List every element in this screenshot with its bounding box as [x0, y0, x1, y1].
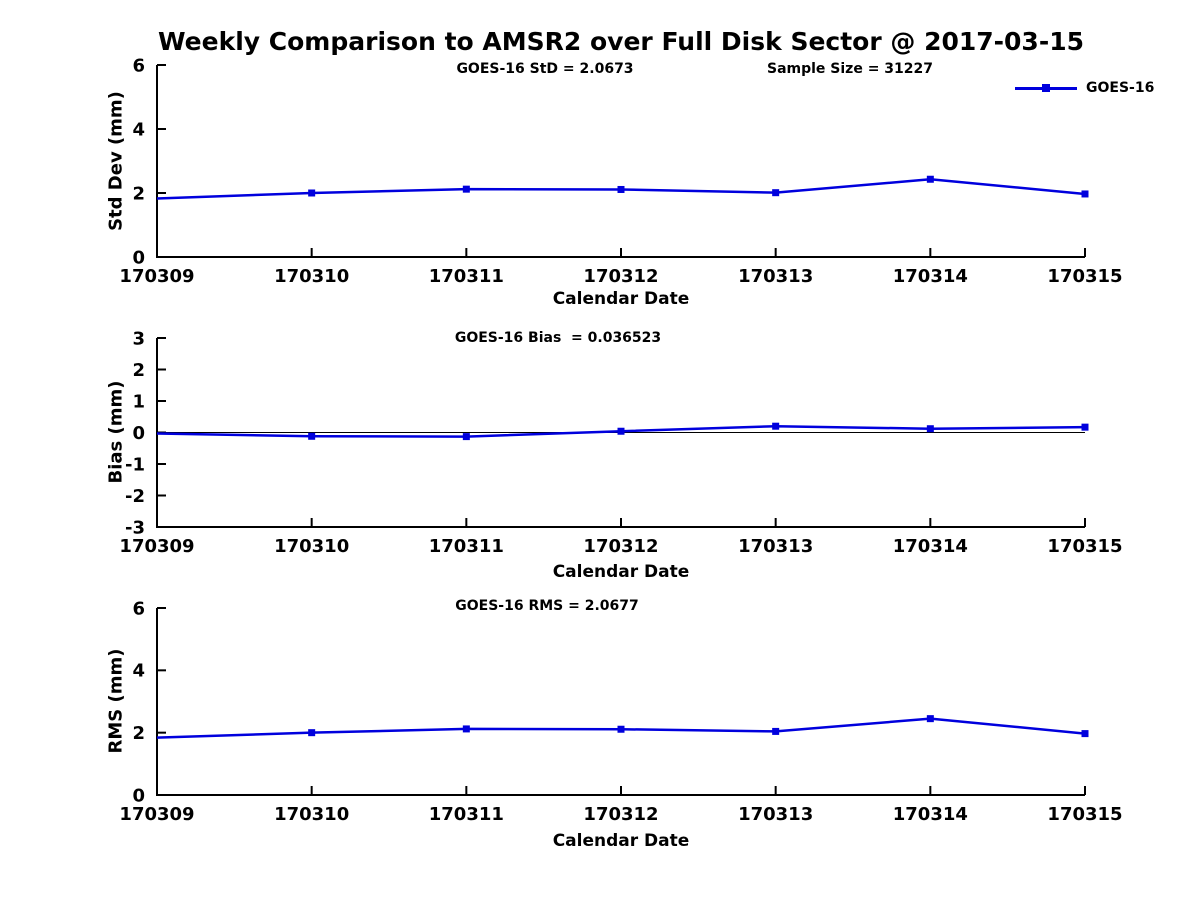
figure-title: Weekly Comparison to AMSR2 over Full Dis…: [157, 27, 1084, 56]
y-tick-label: 6: [132, 55, 145, 76]
bias-canvas: -3 -2 -1 0 1 2 3 170309 170310 170311 170312 170313…: [119, 328, 1122, 557]
ylabel-std-dev: Std Dev (mm): [105, 91, 127, 231]
xlabel-rms: Calendar Date: [552, 831, 690, 851]
data-point-marker: [1081, 730, 1089, 738]
y-tick-label: -1: [125, 454, 145, 475]
data-point-marker: [926, 425, 934, 433]
annotation-sample-size: Sample Size = 31227: [766, 61, 934, 77]
x-tick-label: 170312: [583, 266, 658, 287]
data-point-marker: [772, 727, 780, 735]
axis-spines: [156, 608, 1085, 796]
y-tick-label: 2: [132, 723, 145, 744]
x-tick-label: 170311: [429, 536, 504, 557]
data-point-marker: [462, 725, 470, 733]
x-tick-label: 170310: [274, 536, 349, 557]
ylabel-bias: Bias (mm): [105, 380, 127, 484]
data-point-marker: [617, 725, 625, 733]
x-tick-label: 170315: [1047, 266, 1122, 287]
data-point-marker: [308, 189, 316, 197]
x-tick-label: 170310: [274, 266, 349, 287]
legend: GOES-16: [1015, 80, 1154, 96]
data-point-marker: [926, 715, 934, 723]
plot-std-dev: 0 2 4 6 170309 170310 170311 170312 170313 170314…: [119, 55, 1122, 287]
y-tick-label: 0: [132, 785, 145, 806]
x-tick-label: 170314: [893, 536, 968, 557]
x-tick-label: 170309: [119, 536, 194, 557]
y-tick-label: 4: [132, 119, 145, 140]
annotation-rms: GOES-16 RMS = 2.0677: [455, 598, 639, 614]
plot-rms: 0 2 4 6 170309 170310 170311 170312 170313 170314…: [119, 598, 1122, 825]
axis-spines: [156, 65, 1085, 258]
data-point-marker: [462, 433, 470, 441]
x-tick-label: 170310: [274, 804, 349, 825]
y-tick-label: -3: [125, 517, 145, 538]
y-tick-label: 6: [132, 598, 145, 619]
y-tick-label: 2: [132, 183, 145, 204]
xlabel-std-dev: Calendar Date: [552, 289, 690, 309]
data-point-marker: [1081, 423, 1089, 431]
x-tick-label: 170314: [893, 804, 968, 825]
x-tick-label: 170315: [1047, 804, 1122, 825]
annotation-std: GOES-16 StD = 2.0673: [456, 61, 634, 77]
x-tick-label: 170311: [429, 804, 504, 825]
annotation-bias: GOES-16 Bias = 0.036523: [454, 330, 662, 346]
y-tick-label: 3: [132, 328, 145, 349]
data-point-marker: [1081, 190, 1089, 198]
y-tick-label: 0: [132, 423, 145, 444]
y-tick-label: 2: [132, 360, 145, 381]
legend-label: GOES-16: [1086, 80, 1155, 96]
x-tick-label: 170313: [738, 266, 813, 287]
y-tick-label: -2: [125, 486, 145, 507]
x-tick-label: 170311: [429, 266, 504, 287]
std-dev-canvas: 0 2 4 6 170309 170310 170311 170312 170313 170314…: [119, 55, 1122, 287]
rms-canvas: 0 2 4 6 170309 170310 170311 170312 170313 170314…: [119, 598, 1122, 825]
data-point-marker: [617, 185, 625, 193]
data-point-marker: [772, 189, 780, 197]
x-tick-label: 170313: [738, 536, 813, 557]
data-point-marker: [772, 422, 780, 430]
legend-line-sample: [1015, 84, 1077, 92]
x-tick-label: 170312: [583, 536, 658, 557]
x-tick-label: 170309: [119, 804, 194, 825]
x-tick-label: 170309: [119, 266, 194, 287]
y-tick-label: 4: [132, 661, 145, 682]
ylabel-rms: RMS (mm): [105, 648, 127, 754]
data-point-marker: [462, 185, 470, 193]
xlabel-bias: Calendar Date: [552, 562, 690, 582]
legend-marker: [1042, 84, 1050, 92]
plot-bias: -3 -2 -1 0 1 2 3 170309 170310 170311 170312 170313…: [119, 328, 1122, 557]
data-point-marker: [617, 427, 625, 435]
y-tick-label: 0: [132, 247, 145, 268]
x-tick-label: 170312: [583, 804, 658, 825]
data-point-marker: [926, 175, 934, 183]
x-tick-label: 170315: [1047, 536, 1122, 557]
y-tick-label: 1: [132, 391, 145, 412]
data-point-marker: [308, 729, 316, 737]
data-point-marker: [308, 432, 316, 440]
x-tick-label: 170314: [893, 266, 968, 287]
x-tick-label: 170313: [738, 804, 813, 825]
